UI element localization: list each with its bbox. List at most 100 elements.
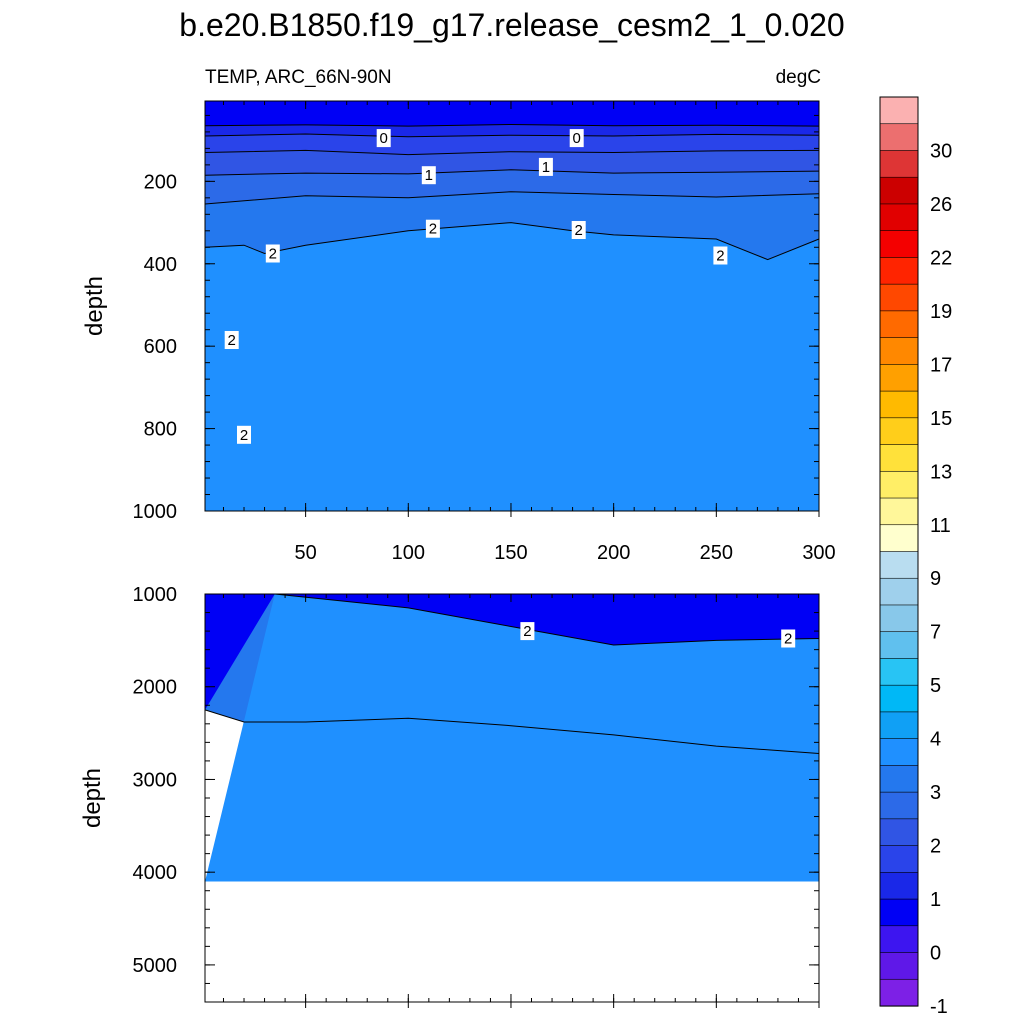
contour-label-bg: [421, 166, 436, 185]
colorbar-label: 17: [930, 354, 952, 376]
lower-y-axis-title: depth: [79, 768, 106, 828]
colorbar-swatch: [879, 684, 919, 713]
colorbar-swatch: [879, 176, 919, 205]
upper-x-axis: 50 100 150 200 250 300: [222, 101, 836, 564]
contour-label-text: 2: [784, 631, 792, 648]
contour-line: [204, 191, 820, 205]
colorbar-swatch: [879, 791, 919, 820]
colorbar-swatch: [879, 203, 919, 232]
colorbar-label: 30: [930, 141, 952, 163]
y-tick-label: 2000: [133, 677, 178, 699]
colorbar-label: 1: [930, 889, 941, 911]
contour-label: 1: [421, 166, 436, 185]
x-tick-label: 200: [597, 542, 630, 564]
lower-isolines: [204, 593, 820, 754]
contour-line: [204, 169, 820, 176]
colorbar-label: 4: [930, 729, 941, 751]
x-tick-label: 100: [392, 542, 425, 564]
contour-label-bg: [376, 129, 391, 148]
contour-label-bg: [781, 629, 796, 648]
contour-label-text: 2: [228, 332, 236, 349]
colorbar-swatch: [879, 551, 919, 579]
contour-label-text: 0: [573, 130, 581, 147]
colorbar-label: 26: [930, 194, 952, 216]
colorbar-swatch: [879, 417, 919, 446]
x-tick-label: 250: [700, 542, 733, 564]
y-tick-label: 600: [144, 336, 177, 358]
colorbar-label: 15: [930, 408, 952, 430]
colorbar-swatch: [879, 524, 919, 553]
x-tick-label: 50: [294, 542, 316, 564]
lower-x-axis: [222, 594, 820, 1008]
contour-label: 0: [569, 129, 584, 148]
chart-title: b.e20.B1850.f19_g17.release_cesm2_1_0.02…: [179, 7, 844, 43]
contour-label: 2: [237, 425, 251, 444]
colorbar-swatch: [879, 952, 919, 980]
colorbar-swatch: [879, 364, 919, 392]
contour-band: [205, 134, 819, 155]
contour-label-bg: [237, 425, 251, 444]
contour-label-text: 0: [380, 130, 388, 147]
contour-line: [204, 709, 820, 754]
colorbar-swatch: [879, 978, 919, 1007]
y-tick-label: 200: [144, 171, 177, 193]
variable-label: TEMP, ARC_66N-90N: [205, 67, 392, 88]
contour-label-bg: [571, 221, 586, 239]
upper-isolines: [204, 123, 820, 261]
contour-band: [205, 150, 819, 176]
contour-line: [204, 222, 820, 261]
colorbar-swatch: [879, 337, 919, 365]
contour-band: [205, 191, 819, 260]
colorbar-swatch: [879, 738, 919, 766]
lower-y-axis: 1000 2000 3000 4000 5000: [133, 584, 819, 984]
contour-line: [204, 123, 820, 127]
contour-label-text: 2: [523, 623, 531, 640]
contour-label-bg: [425, 219, 440, 238]
colorbar-label: 0: [930, 943, 941, 965]
contour-label: 0: [376, 129, 391, 148]
upper-panel: 0 0 1 1 2 2 2 2 2 2 50 100 150 200 250 300 200 400 600 80…: [81, 100, 836, 564]
contour-label-bg: [569, 129, 584, 148]
y-tick-label: 1000: [133, 584, 178, 606]
colorbar-swatch: [879, 872, 919, 900]
colorbar-frame: [879, 96, 919, 1007]
contour-label-text: 2: [240, 427, 248, 444]
contour-label-bg: [713, 246, 728, 265]
colorbar-swatch: [879, 577, 919, 606]
contour-label-text: 1: [542, 159, 550, 176]
colorbar-swatch: [879, 845, 919, 873]
colorbar-swatch: [879, 257, 919, 285]
colorbar-label: 13: [930, 461, 952, 483]
upper-y-axis-title: depth: [81, 276, 108, 336]
contour-line: [274, 593, 820, 646]
lower-contour-fill: [205, 594, 819, 882]
contour-band: [205, 222, 819, 511]
colorbar-swatch: [879, 310, 919, 339]
colorbar-swatch: [879, 604, 919, 633]
colorbar-swatch: [879, 390, 919, 419]
colorbar-swatch: [879, 658, 919, 686]
colorbar-label: 9: [930, 568, 941, 590]
contour-label: 2: [425, 219, 440, 238]
colorbar-label: -1: [930, 996, 948, 1018]
colorbar-swatch: [879, 925, 919, 954]
colorbar-swatch: [879, 898, 919, 927]
colorbar-label: 5: [930, 675, 941, 697]
colorbar-swatch: [879, 283, 919, 312]
y-tick-label: 400: [144, 254, 177, 276]
colorbar-swatch: [879, 123, 919, 152]
contour-label: 2: [781, 629, 796, 648]
x-tick-label: 300: [802, 542, 835, 564]
contour-label-bg: [265, 244, 280, 263]
y-tick-label: 800: [144, 419, 177, 441]
colorbar-swatch: [879, 765, 919, 793]
contour-label-text: 2: [716, 248, 724, 265]
contour-label: 1: [538, 157, 553, 176]
colorbar-swatch: [879, 711, 919, 740]
x-tick-label: 150: [494, 542, 527, 564]
y-tick-label: 4000: [133, 862, 178, 884]
units-label: degC: [776, 67, 821, 88]
contour-line: [204, 149, 820, 156]
